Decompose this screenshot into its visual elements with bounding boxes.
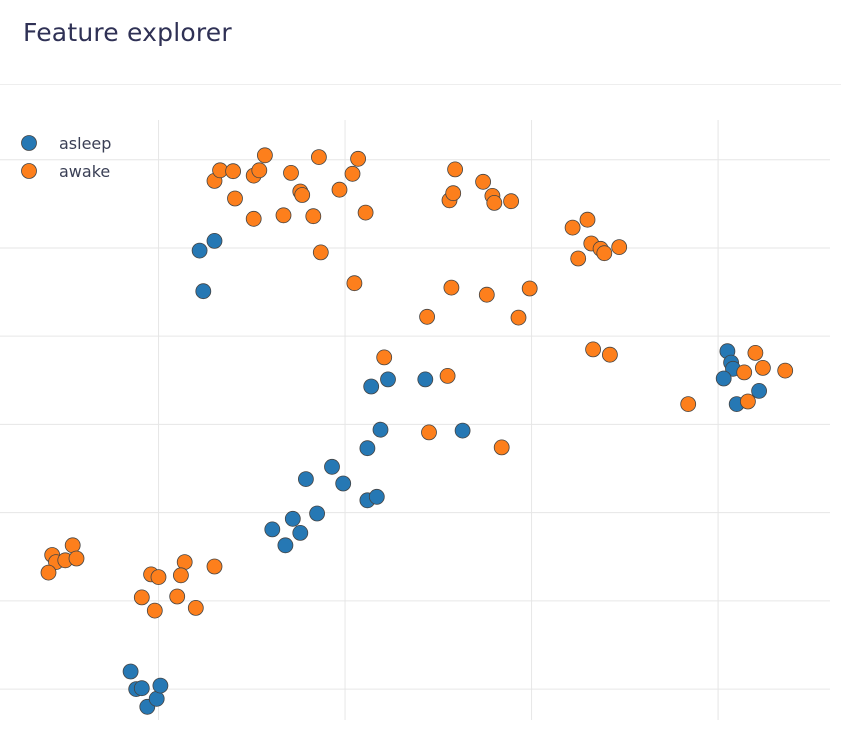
legend-marker-asleep[interactable] bbox=[21, 135, 37, 151]
point-awake[interactable] bbox=[419, 308, 436, 325]
point-awake[interactable] bbox=[68, 550, 85, 567]
point-asleep[interactable] bbox=[122, 663, 139, 680]
point-awake[interactable] bbox=[503, 193, 520, 210]
point-awake[interactable] bbox=[206, 558, 223, 575]
point-awake[interactable] bbox=[350, 150, 367, 167]
point-awake[interactable] bbox=[447, 161, 464, 178]
point-awake[interactable] bbox=[579, 211, 596, 228]
point-asleep[interactable] bbox=[284, 510, 301, 527]
point-asleep[interactable] bbox=[372, 421, 389, 438]
point-asleep[interactable] bbox=[715, 370, 732, 387]
point-asleep[interactable] bbox=[191, 242, 208, 259]
point-awake[interactable] bbox=[251, 162, 268, 179]
point-asleep[interactable] bbox=[380, 371, 396, 388]
point-asleep[interactable] bbox=[751, 382, 767, 399]
point-awake[interactable] bbox=[570, 250, 587, 267]
point-awake[interactable] bbox=[344, 165, 361, 182]
point-awake[interactable] bbox=[310, 149, 327, 166]
point-awake[interactable] bbox=[493, 439, 510, 456]
legend-label-awake[interactable]: awake bbox=[59, 162, 110, 181]
point-asleep[interactable] bbox=[368, 488, 385, 505]
legend: asleep awake bbox=[21, 134, 111, 181]
point-asleep[interactable] bbox=[309, 505, 326, 522]
point-asleep[interactable] bbox=[195, 283, 212, 300]
point-awake[interactable] bbox=[747, 344, 764, 361]
point-awake[interactable] bbox=[227, 190, 243, 207]
point-awake[interactable] bbox=[245, 210, 262, 227]
point-awake[interactable] bbox=[421, 424, 437, 441]
point-awake[interactable] bbox=[478, 286, 495, 303]
point-awake[interactable] bbox=[564, 219, 581, 236]
point-awake[interactable] bbox=[64, 537, 81, 554]
point-asleep[interactable] bbox=[297, 471, 314, 488]
point-asleep[interactable] bbox=[152, 677, 169, 694]
point-awake[interactable] bbox=[777, 362, 794, 379]
point-asleep[interactable] bbox=[148, 690, 165, 707]
point-asleep[interactable] bbox=[206, 232, 223, 249]
point-awake[interactable] bbox=[283, 164, 299, 181]
point-awake[interactable] bbox=[585, 341, 601, 358]
legend-marker-awake[interactable] bbox=[21, 163, 37, 179]
point-asleep[interactable] bbox=[133, 680, 150, 697]
point-awake[interactable] bbox=[602, 346, 618, 363]
point-awake[interactable] bbox=[596, 245, 613, 262]
point-asleep[interactable] bbox=[335, 475, 352, 492]
point-awake[interactable] bbox=[475, 173, 492, 190]
point-asleep[interactable] bbox=[292, 525, 309, 541]
point-awake[interactable] bbox=[680, 396, 697, 413]
point-awake[interactable] bbox=[755, 359, 771, 376]
point-awake[interactable] bbox=[521, 280, 538, 297]
point-awake[interactable] bbox=[740, 393, 756, 410]
point-awake[interactable] bbox=[133, 589, 150, 606]
point-asleep[interactable] bbox=[454, 422, 471, 439]
point-awake[interactable] bbox=[443, 279, 460, 296]
point-asleep[interactable] bbox=[359, 440, 376, 457]
point-asleep[interactable] bbox=[264, 521, 281, 538]
point-awake[interactable] bbox=[187, 600, 204, 616]
point-awake[interactable] bbox=[736, 364, 753, 381]
point-awake[interactable] bbox=[275, 207, 292, 224]
legend-label-asleep[interactable]: asleep bbox=[59, 134, 111, 153]
point-awake[interactable] bbox=[312, 244, 329, 261]
data-points bbox=[40, 147, 794, 715]
point-awake[interactable] bbox=[305, 208, 322, 225]
point-asleep[interactable] bbox=[417, 371, 434, 388]
point-awake[interactable] bbox=[169, 588, 186, 605]
point-asleep[interactable] bbox=[324, 458, 340, 475]
point-awake[interactable] bbox=[346, 275, 363, 292]
title-divider bbox=[0, 84, 841, 85]
point-awake[interactable] bbox=[376, 349, 393, 366]
point-awake[interactable] bbox=[331, 181, 348, 198]
grid-lines bbox=[0, 120, 830, 720]
point-asleep[interactable] bbox=[363, 378, 380, 395]
point-awake[interactable] bbox=[256, 147, 273, 164]
chart-title: Feature explorer bbox=[23, 18, 232, 47]
point-awake[interactable] bbox=[486, 194, 503, 211]
point-awake[interactable] bbox=[439, 367, 456, 384]
point-awake[interactable] bbox=[172, 567, 189, 584]
point-awake[interactable] bbox=[510, 309, 527, 326]
point-awake[interactable] bbox=[445, 185, 462, 202]
point-awake[interactable] bbox=[176, 554, 193, 570]
point-awake[interactable] bbox=[150, 569, 167, 585]
point-awake[interactable] bbox=[225, 163, 242, 180]
point-awake[interactable] bbox=[611, 239, 628, 256]
point-awake[interactable] bbox=[294, 187, 311, 203]
point-awake[interactable] bbox=[146, 602, 163, 619]
point-awake[interactable] bbox=[357, 204, 374, 221]
point-asleep[interactable] bbox=[277, 537, 294, 554]
point-awake[interactable] bbox=[40, 564, 57, 581]
